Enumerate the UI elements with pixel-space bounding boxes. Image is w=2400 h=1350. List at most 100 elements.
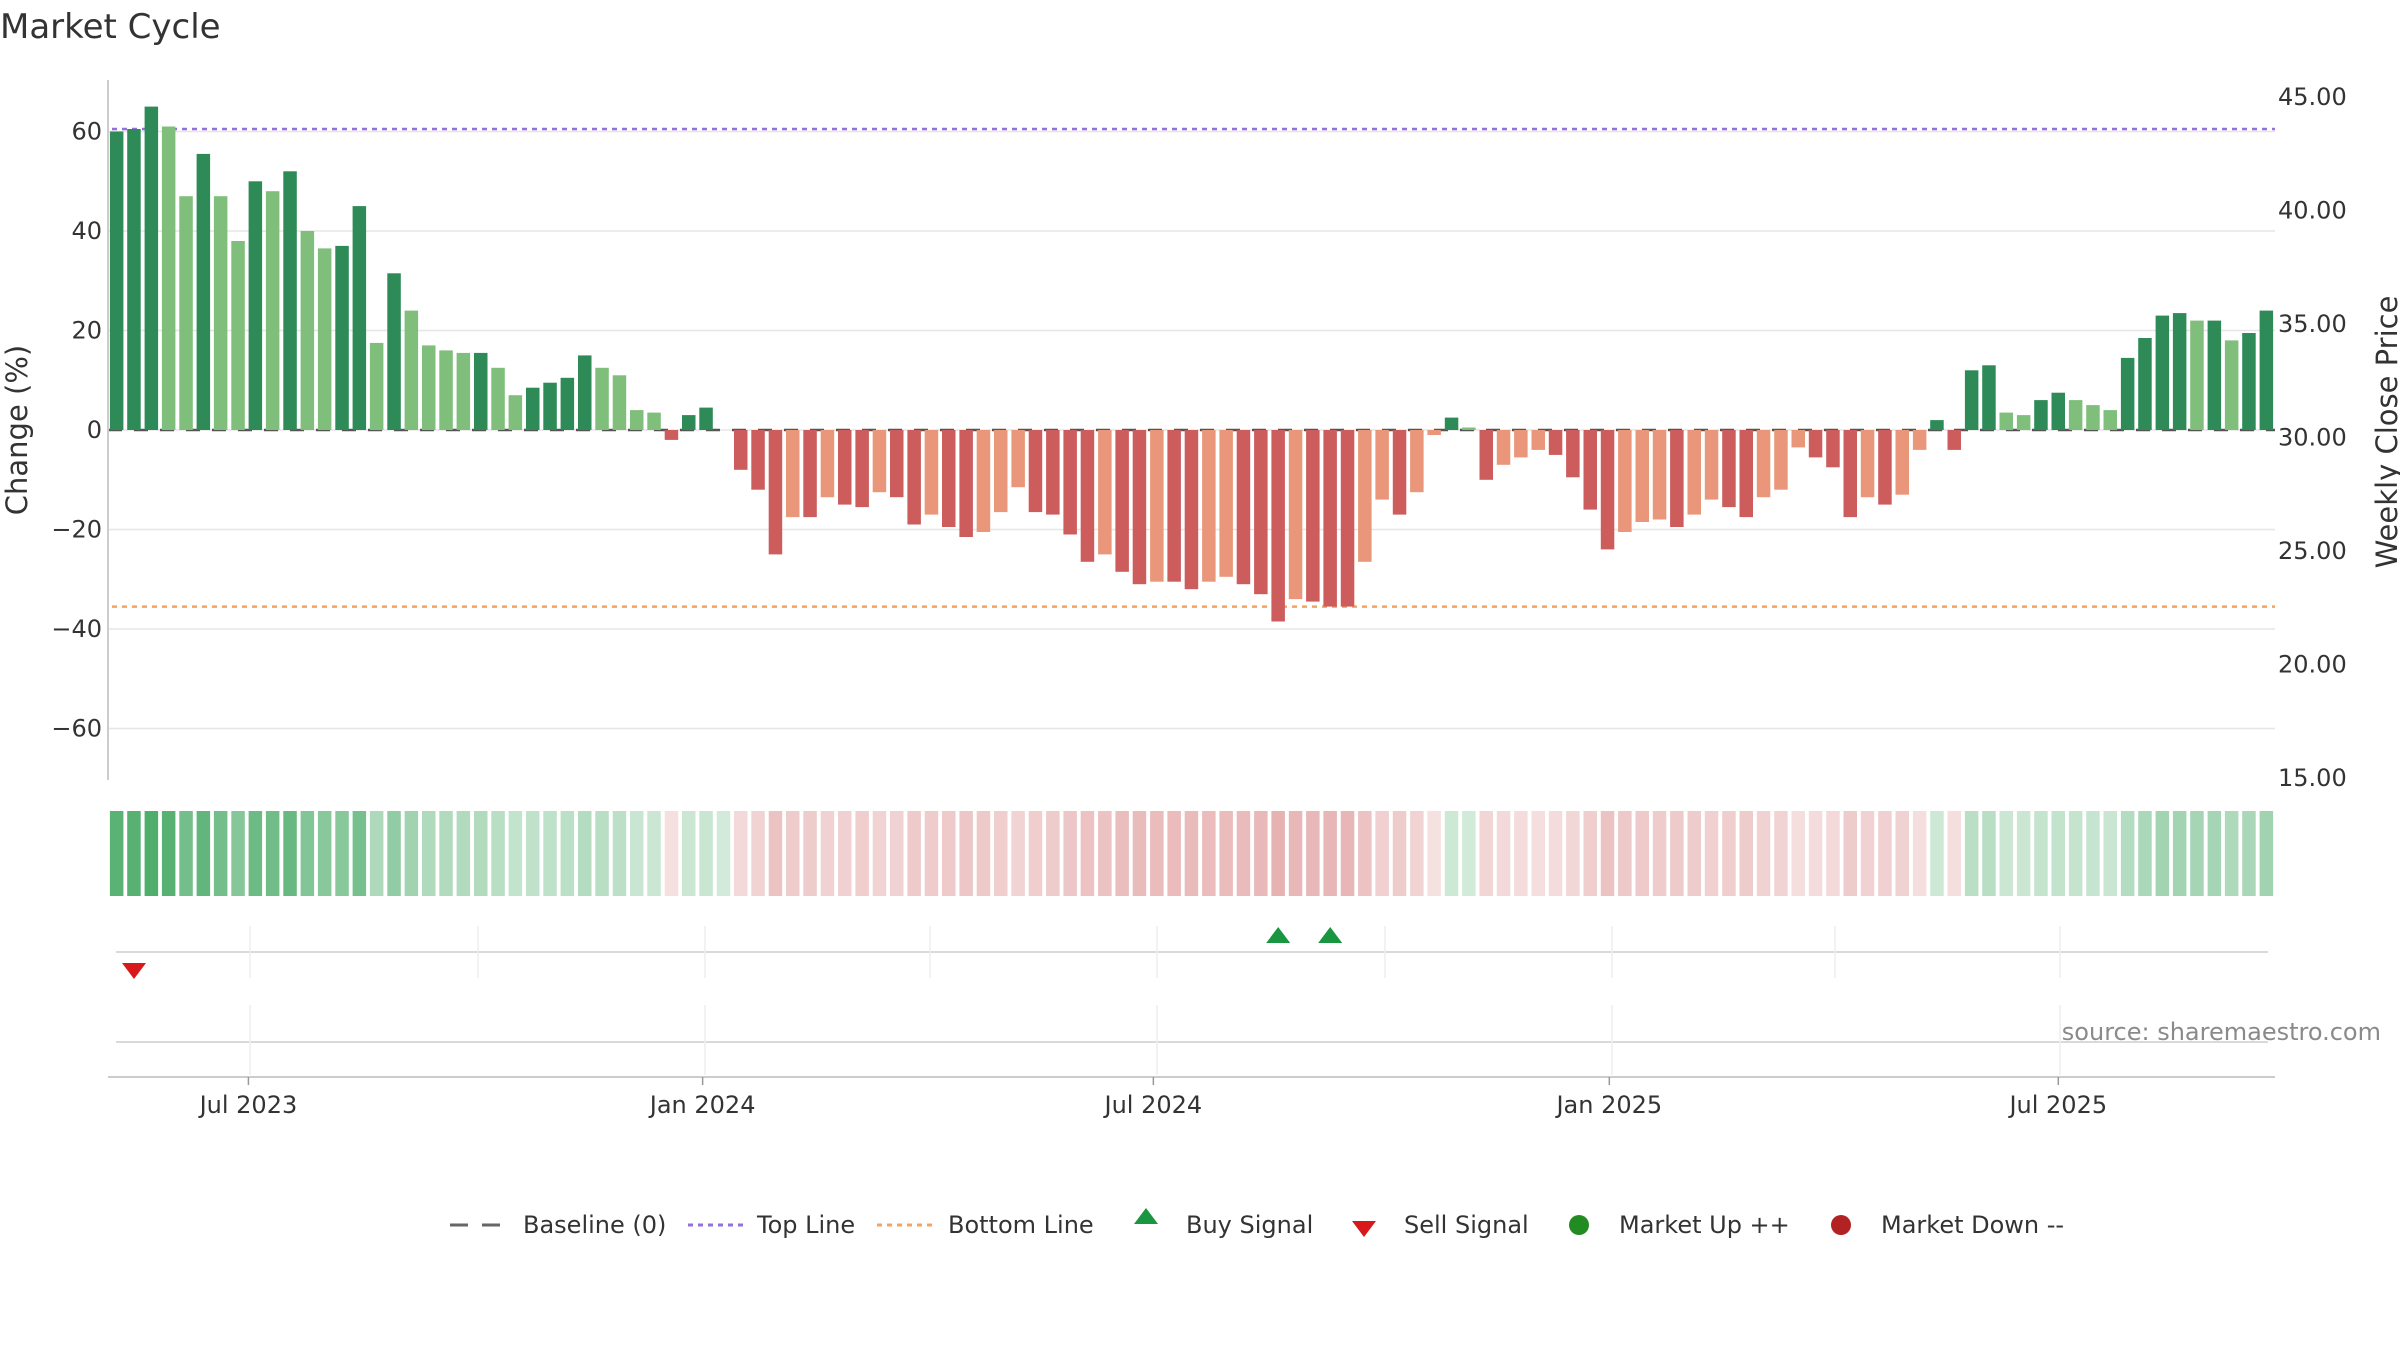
y-left-tick: −40 <box>51 615 102 643</box>
bar <box>751 430 765 490</box>
bar <box>1462 427 1476 430</box>
heat-cell <box>1288 811 1303 896</box>
heat-cell <box>2034 811 2048 896</box>
bar <box>1583 430 1597 510</box>
buy-signal-marker <box>1318 927 1343 943</box>
bar <box>1046 430 1060 515</box>
bar <box>1219 430 1233 577</box>
heat-cell <box>994 811 1008 896</box>
heat-cell <box>1011 811 1025 896</box>
heat-cell <box>474 811 488 896</box>
heat-cell <box>1115 811 1129 896</box>
bar <box>994 430 1008 513</box>
heat-cell <box>1028 811 1043 896</box>
heat-cell <box>1930 811 1944 896</box>
heat-cell <box>439 811 453 896</box>
heat-cell <box>179 811 193 896</box>
heat-cell <box>1496 811 1511 896</box>
y-left-tick: −60 <box>51 715 102 743</box>
heat-cell <box>820 811 835 896</box>
heat-cell <box>1531 811 1545 896</box>
heat-cell <box>1306 811 1320 896</box>
bar <box>474 352 488 430</box>
heat-cell <box>1219 811 1233 896</box>
bar <box>1878 430 1892 505</box>
bar <box>1132 430 1147 585</box>
heat-cell <box>1358 811 1372 896</box>
bar <box>526 387 540 430</box>
bar <box>1202 430 1216 582</box>
bar <box>335 245 349 430</box>
heat-cell <box>1184 811 1199 896</box>
legend-label: Market Down -- <box>1881 1211 2064 1239</box>
bar <box>872 430 887 493</box>
market-state-panel <box>116 1005 2268 1075</box>
bar <box>1982 365 1996 430</box>
heat-cell <box>1791 811 1805 896</box>
bar <box>404 310 419 430</box>
heat-cell <box>803 811 817 896</box>
heat-cell <box>1444 811 1459 896</box>
heat-cell <box>422 811 436 896</box>
heat-cell <box>508 811 523 896</box>
heat-cell <box>1600 811 1615 896</box>
bar <box>2086 405 2100 430</box>
heat-cell <box>768 811 783 896</box>
bar <box>1652 430 1667 520</box>
bar <box>1566 430 1580 478</box>
heat-cell <box>612 811 627 896</box>
bar <box>1808 430 1823 458</box>
y-right-tick: 40.00 <box>2278 197 2347 225</box>
y-right-tick: 45.00 <box>2278 83 2347 111</box>
bar <box>1947 430 1961 450</box>
bar <box>647 412 661 430</box>
heat-cell <box>265 811 280 896</box>
heat-cell <box>716 811 731 896</box>
bar <box>1323 430 1337 607</box>
bar <box>543 382 557 430</box>
bar <box>2207 320 2222 430</box>
bar <box>1150 430 1164 582</box>
y-left-tick: 20 <box>71 317 102 345</box>
heat-cell <box>2103 811 2117 896</box>
legend-item: Top Line <box>688 1211 855 1239</box>
y-right-tick: 30.00 <box>2278 424 2347 452</box>
heat-cell <box>1722 811 1736 896</box>
heat-cell <box>1392 811 1407 896</box>
bar <box>803 430 817 518</box>
legend-label: Sell Signal <box>1404 1211 1529 1239</box>
bar <box>578 355 592 430</box>
heat-cell <box>595 811 609 896</box>
heat-cell <box>248 811 263 896</box>
bar <box>664 430 679 440</box>
legend-item: Sell Signal <box>1352 1211 1529 1239</box>
bar <box>1479 430 1493 480</box>
bar <box>890 430 904 498</box>
bar <box>942 430 956 527</box>
bar <box>924 430 939 515</box>
bar <box>1531 430 1545 450</box>
heat-cell <box>1566 811 1580 896</box>
heat-cell <box>1878 811 1892 896</box>
legend-market-down-icon <box>1831 1215 1851 1235</box>
bar <box>2068 400 2083 430</box>
legend-label: Baseline (0) <box>523 1211 666 1239</box>
heat-cell <box>127 811 141 896</box>
bar <box>2051 392 2065 430</box>
heat-cell <box>942 811 956 896</box>
bar <box>2155 315 2170 430</box>
bar <box>1496 430 1511 465</box>
heat-cell <box>1964 811 1979 896</box>
bar <box>352 206 367 430</box>
x-tick-label: Jan 2024 <box>648 1091 756 1119</box>
heat-cell <box>1947 811 1961 896</box>
bar <box>144 106 159 430</box>
bar <box>1635 430 1649 522</box>
bar <box>1410 430 1424 493</box>
heat-cell <box>2207 811 2222 896</box>
x-tick-label: Jul 2025 <box>2007 1091 2107 1119</box>
bar <box>682 415 696 430</box>
bar <box>1254 430 1268 595</box>
bar <box>1080 430 1095 562</box>
